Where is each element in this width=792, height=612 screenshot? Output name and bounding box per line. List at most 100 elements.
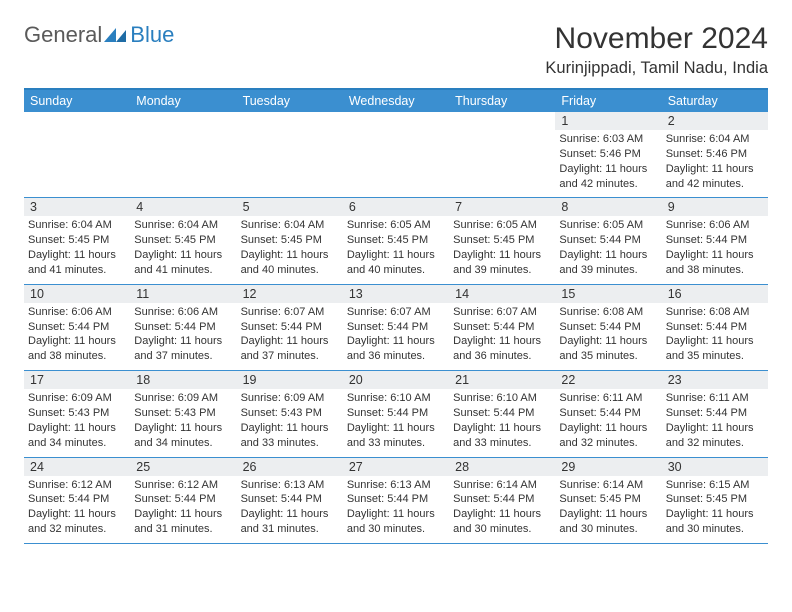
day-cell: 19Sunrise: 6:09 AMSunset: 5:43 PMDayligh… xyxy=(237,371,343,456)
day-cell: 11 Sunrise: 6:06 AMSunset: 5:44 PMDayligh… xyxy=(130,285,236,370)
day-details: Sunrise: 6:08 AMSunset: 5:44 PMDaylight:… xyxy=(666,305,764,364)
day-details: Sunrise: 6:07 AMSunset: 5:44 PMDaylight:… xyxy=(241,305,339,364)
day-details: Sunrise: 6:04 AMSunset: 5:46 PMDaylight:… xyxy=(666,132,764,191)
day-details: Sunrise: 6:11 AMSunset: 5:44 PMDaylight:… xyxy=(559,391,657,450)
dow-cell: Wednesday xyxy=(343,90,449,112)
day-number: 5 xyxy=(237,198,343,216)
week-row: 17Sunrise: 6:09 AMSunset: 5:43 PMDayligh… xyxy=(24,371,768,457)
day-cell: 17 Sunrise: 6:09 AMSunset: 5:43 PMDayligh… xyxy=(24,371,130,456)
day-number: 29 xyxy=(555,458,661,476)
day-cell: 23 Sunrise: 6:11 AMSunset: 5:44 PMDayligh… xyxy=(662,371,768,456)
day-details: Sunrise: 6:06 AMSunset: 5:44 PMDaylight:… xyxy=(666,218,764,277)
day-cell: 28Sunrise: 6:14 AMSunset: 5:44 PMDayligh… xyxy=(449,458,555,543)
day-number: 1 xyxy=(555,112,661,130)
day-details: Sunrise: 6:07 AMSunset: 5:44 PMDaylight:… xyxy=(453,305,551,364)
day-number: 16 xyxy=(662,285,768,303)
day-details: Sunrise: 6:12 AMSunset: 5:44 PMDaylight:… xyxy=(28,478,126,537)
day-details: Sunrise: 6:10 AMSunset: 5:44 PMDaylight:… xyxy=(347,391,445,450)
day-details: Sunrise: 6:12 AMSunset: 5:44 PMDaylight:… xyxy=(134,478,232,537)
day-number: 22 xyxy=(555,371,661,389)
week-row: 24Sunrise: 6:12 AMSunset: 5:44 PMDayligh… xyxy=(24,458,768,544)
day-details: Sunrise: 6:15 AMSunset: 5:45 PMDaylight:… xyxy=(666,478,764,537)
day-cell: 1 Sunrise: 6:03 AMSunset: 5:46 PMDaylight… xyxy=(555,112,661,197)
day-number: 21 xyxy=(449,371,555,389)
day-cell: 29 Sunrise: 6:14 AMSunset: 5:45 PMDayligh… xyxy=(555,458,661,543)
dow-cell: Thursday xyxy=(449,90,555,112)
month-title: November 2024 xyxy=(545,22,768,55)
dow-cell: Friday xyxy=(555,90,661,112)
day-number: 6 xyxy=(343,198,449,216)
calendar: SundayMondayTuesdayWednesdayThursdayFrid… xyxy=(24,88,768,544)
day-details: Sunrise: 6:06 AMSunset: 5:44 PMDaylight:… xyxy=(134,305,232,364)
day-number: 26 xyxy=(237,458,343,476)
day-number: 7 xyxy=(449,198,555,216)
title-block: November 2024 Kurinjippadi, Tamil Nadu, … xyxy=(545,22,768,78)
day-cell: 24 Sunrise: 6:12 AMSunset: 5:44 PMDayligh… xyxy=(24,458,130,543)
day-number: 2 xyxy=(662,112,768,130)
day-number: 12 xyxy=(237,285,343,303)
day-details: Sunrise: 6:05 AMSunset: 5:44 PMDaylight:… xyxy=(559,218,657,277)
day-cell: 3 Sunrise: 6:04 AMSunset: 5:45 PMDaylight… xyxy=(24,198,130,283)
day-number: 30 xyxy=(662,458,768,476)
day-cell: 26 Sunrise: 6:13 AMSunset: 5:44 PMDayligh… xyxy=(237,458,343,543)
day-details: Sunrise: 6:10 AMSunset: 5:44 PMDaylight:… xyxy=(453,391,551,450)
day-details: Sunrise: 6:09 AMSunset: 5:43 PMDaylight:… xyxy=(28,391,126,450)
day-cell xyxy=(343,112,449,197)
day-details: Sunrise: 6:04 AMSunset: 5:45 PMDaylight:… xyxy=(241,218,339,277)
day-details: Sunrise: 6:13 AMSunset: 5:44 PMDaylight:… xyxy=(347,478,445,537)
day-number: 8 xyxy=(555,198,661,216)
day-cell: 10 Sunrise: 6:06 AMSunset: 5:44 PMDayligh… xyxy=(24,285,130,370)
week-row: 10Sunrise: 6:06 AMSunset: 5:44 PMDayligh… xyxy=(24,285,768,371)
day-number: 24 xyxy=(24,458,130,476)
day-details: Sunrise: 6:04 AMSunset: 5:45 PMDaylight:… xyxy=(28,218,126,277)
day-details: Sunrise: 6:08 AMSunset: 5:44 PMDaylight:… xyxy=(559,305,657,364)
day-cell xyxy=(24,112,130,197)
day-details: Sunrise: 6:14 AMSunset: 5:45 PMDaylight:… xyxy=(559,478,657,537)
dow-cell: Tuesday xyxy=(237,90,343,112)
day-number: 27 xyxy=(343,458,449,476)
day-number: 4 xyxy=(130,198,236,216)
dow-row: SundayMondayTuesdayWednesdayThursdayFrid… xyxy=(24,90,768,112)
week-row: 1 Sunrise: 6:03 AMSunset: 5:46 PMDaylight… xyxy=(24,112,768,198)
dow-cell: Monday xyxy=(130,90,236,112)
day-cell xyxy=(130,112,236,197)
day-number: 11 xyxy=(130,285,236,303)
day-cell: 21 Sunrise: 6:10 AMSunset: 5:44 PMDayligh… xyxy=(449,371,555,456)
day-details: Sunrise: 6:06 AMSunset: 5:44 PMDaylight:… xyxy=(28,305,126,364)
day-cell: 15Sunrise: 6:08 AMSunset: 5:44 PMDayligh… xyxy=(555,285,661,370)
day-cell xyxy=(449,112,555,197)
day-cell: 6 Sunrise: 6:05 AMSunset: 5:45 PMDaylight… xyxy=(343,198,449,283)
day-number: 10 xyxy=(24,285,130,303)
day-cell: 16 Sunrise: 6:08 AMSunset: 5:44 PMDayligh… xyxy=(662,285,768,370)
day-details: Sunrise: 6:09 AMSunset: 5:43 PMDaylight:… xyxy=(241,391,339,450)
logo-shape-icon xyxy=(104,26,128,44)
day-number: 13 xyxy=(343,285,449,303)
day-number: 18 xyxy=(130,371,236,389)
day-number: 28 xyxy=(449,458,555,476)
day-details: Sunrise: 6:09 AMSunset: 5:43 PMDaylight:… xyxy=(134,391,232,450)
day-cell: 7Sunrise: 6:05 AMSunset: 5:45 PMDaylight… xyxy=(449,198,555,283)
dow-cell: Saturday xyxy=(662,90,768,112)
day-details: Sunrise: 6:13 AMSunset: 5:44 PMDaylight:… xyxy=(241,478,339,537)
day-number: 14 xyxy=(449,285,555,303)
day-cell: 30 Sunrise: 6:15 AMSunset: 5:45 PMDayligh… xyxy=(662,458,768,543)
day-cell: 2 Sunrise: 6:04 AMSunset: 5:46 PMDaylight… xyxy=(662,112,768,197)
day-details: Sunrise: 6:04 AMSunset: 5:45 PMDaylight:… xyxy=(134,218,232,277)
day-number: 23 xyxy=(662,371,768,389)
logo: General Blue xyxy=(24,22,174,48)
day-cell: 8 Sunrise: 6:05 AMSunset: 5:44 PMDaylight… xyxy=(555,198,661,283)
day-number: 20 xyxy=(343,371,449,389)
day-number: 25 xyxy=(130,458,236,476)
day-cell: 5 Sunrise: 6:04 AMSunset: 5:45 PMDaylight… xyxy=(237,198,343,283)
logo-text-blue: Blue xyxy=(130,22,174,48)
day-details: Sunrise: 6:11 AMSunset: 5:44 PMDaylight:… xyxy=(666,391,764,450)
day-details: Sunrise: 6:05 AMSunset: 5:45 PMDaylight:… xyxy=(347,218,445,277)
day-cell: 12 Sunrise: 6:07 AMSunset: 5:44 PMDayligh… xyxy=(237,285,343,370)
day-details: Sunrise: 6:03 AMSunset: 5:46 PMDaylight:… xyxy=(559,132,657,191)
day-number: 17 xyxy=(24,371,130,389)
day-cell: 9Sunrise: 6:06 AMSunset: 5:44 PMDaylight… xyxy=(662,198,768,283)
day-cell: 27 Sunrise: 6:13 AMSunset: 5:44 PMDayligh… xyxy=(343,458,449,543)
logo-text-general: General xyxy=(24,22,102,48)
day-cell: 22 Sunrise: 6:11 AMSunset: 5:44 PMDayligh… xyxy=(555,371,661,456)
day-number: 3 xyxy=(24,198,130,216)
